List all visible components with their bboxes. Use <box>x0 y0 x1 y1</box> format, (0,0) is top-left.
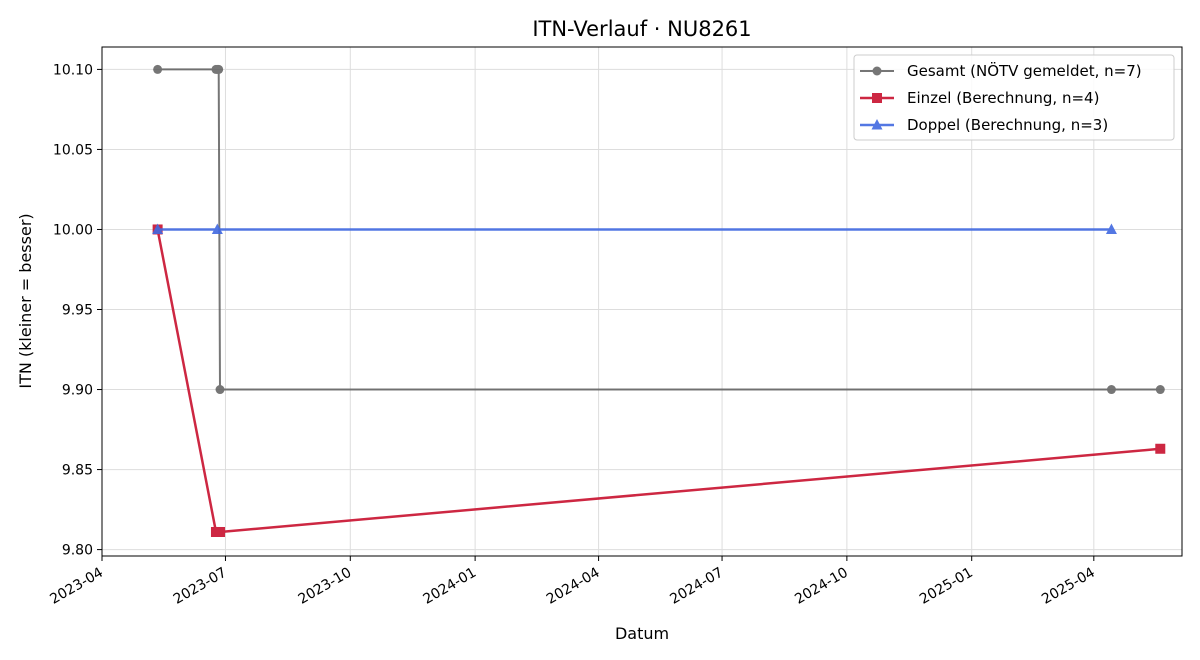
y-axis-title: ITN (kleiner = besser) <box>16 213 35 388</box>
series-2 <box>152 223 1117 234</box>
data-point <box>1106 385 1116 395</box>
x-axis-title: Datum <box>615 624 669 643</box>
data-point <box>215 526 226 537</box>
legend-marker <box>871 119 883 130</box>
data-point <box>211 223 223 234</box>
x-tick-label: 2024-07 <box>667 565 726 608</box>
series-layer <box>152 64 1166 537</box>
data-point <box>153 64 163 74</box>
data-point <box>214 64 224 74</box>
legend-entry <box>860 119 894 130</box>
x-tick-label: 2023-10 <box>296 565 355 608</box>
x-tick-label: 2025-01 <box>917 565 976 608</box>
data-point <box>1155 443 1166 454</box>
x-tick-label: 2024-04 <box>544 565 603 608</box>
legend-entry <box>860 93 894 103</box>
legend-marker <box>872 93 882 103</box>
data-point <box>1155 385 1165 395</box>
x-tick-label: 2025-04 <box>1039 565 1098 608</box>
y-tick-label: 10.00 <box>53 222 93 238</box>
y-tick-label: 9.80 <box>62 543 93 559</box>
x-tick-label: 2024-10 <box>792 565 851 608</box>
series-line <box>156 229 1161 534</box>
legend: Gesamt (NÖTV gemeldet, n=7) Einzel (Berec… <box>853 54 1175 141</box>
legend-marker <box>872 66 882 76</box>
data-point <box>215 385 225 395</box>
plot-frame <box>101 46 1183 557</box>
legend-label: Gesamt (NÖTV gemeldet, n=7) <box>907 61 1142 80</box>
chart-title: ITN-Verlauf · NU8261 <box>532 17 751 41</box>
x-tick-label: 2023-07 <box>171 565 230 608</box>
legend-entry <box>860 66 894 76</box>
y-tick-label: 9.95 <box>62 303 93 319</box>
series-0 <box>153 64 1165 395</box>
axis-ticks: 9.80 9.85 9.90 9.95 10.00 10.05 10.10 2023-04 20… <box>47 62 1098 607</box>
legend-label: Doppel (Berechnung, n=3) <box>907 116 1108 134</box>
data-point <box>152 223 164 234</box>
y-tick-label: 10.10 <box>53 62 93 78</box>
x-tick-label: 2024-01 <box>420 565 479 608</box>
y-tick-label: 9.85 <box>62 463 93 479</box>
x-tick-label: 2023-04 <box>47 565 106 608</box>
y-tick-label: 10.05 <box>53 142 93 158</box>
series-1 <box>152 224 1166 537</box>
legend-box <box>853 54 1175 141</box>
y-tick-label: 9.90 <box>62 383 93 399</box>
data-point <box>1105 223 1117 234</box>
legend-label: Einzel (Berechnung, n=4) <box>907 89 1099 107</box>
